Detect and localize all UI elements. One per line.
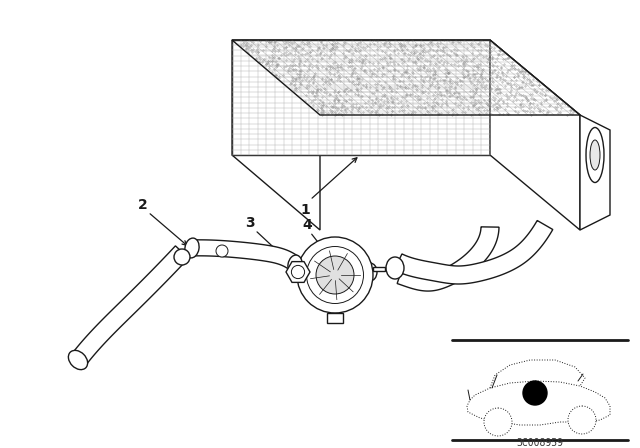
Ellipse shape (590, 140, 600, 170)
Ellipse shape (68, 350, 88, 370)
Ellipse shape (363, 263, 377, 281)
Polygon shape (373, 267, 385, 271)
Polygon shape (289, 259, 306, 272)
Polygon shape (490, 40, 580, 230)
Polygon shape (73, 246, 189, 363)
Circle shape (291, 265, 305, 279)
Polygon shape (189, 240, 301, 271)
Circle shape (174, 249, 190, 265)
Circle shape (568, 406, 596, 434)
Polygon shape (232, 40, 320, 230)
Polygon shape (394, 220, 553, 284)
Ellipse shape (386, 257, 404, 279)
Polygon shape (580, 115, 610, 230)
Text: 1: 1 (300, 203, 310, 217)
Polygon shape (327, 313, 343, 323)
Text: 4: 4 (302, 218, 312, 232)
Circle shape (316, 256, 354, 294)
Text: 2: 2 (138, 198, 148, 212)
Text: 3C008959: 3C008959 (516, 438, 563, 448)
Circle shape (523, 381, 547, 405)
Polygon shape (232, 40, 580, 115)
Circle shape (297, 237, 373, 313)
Polygon shape (232, 40, 490, 155)
Ellipse shape (185, 238, 199, 258)
Circle shape (216, 245, 228, 257)
Circle shape (484, 408, 512, 436)
Polygon shape (286, 262, 310, 282)
Ellipse shape (586, 128, 604, 182)
Ellipse shape (288, 255, 302, 275)
Circle shape (307, 246, 364, 303)
Text: 3: 3 (245, 216, 255, 230)
Polygon shape (397, 227, 499, 291)
